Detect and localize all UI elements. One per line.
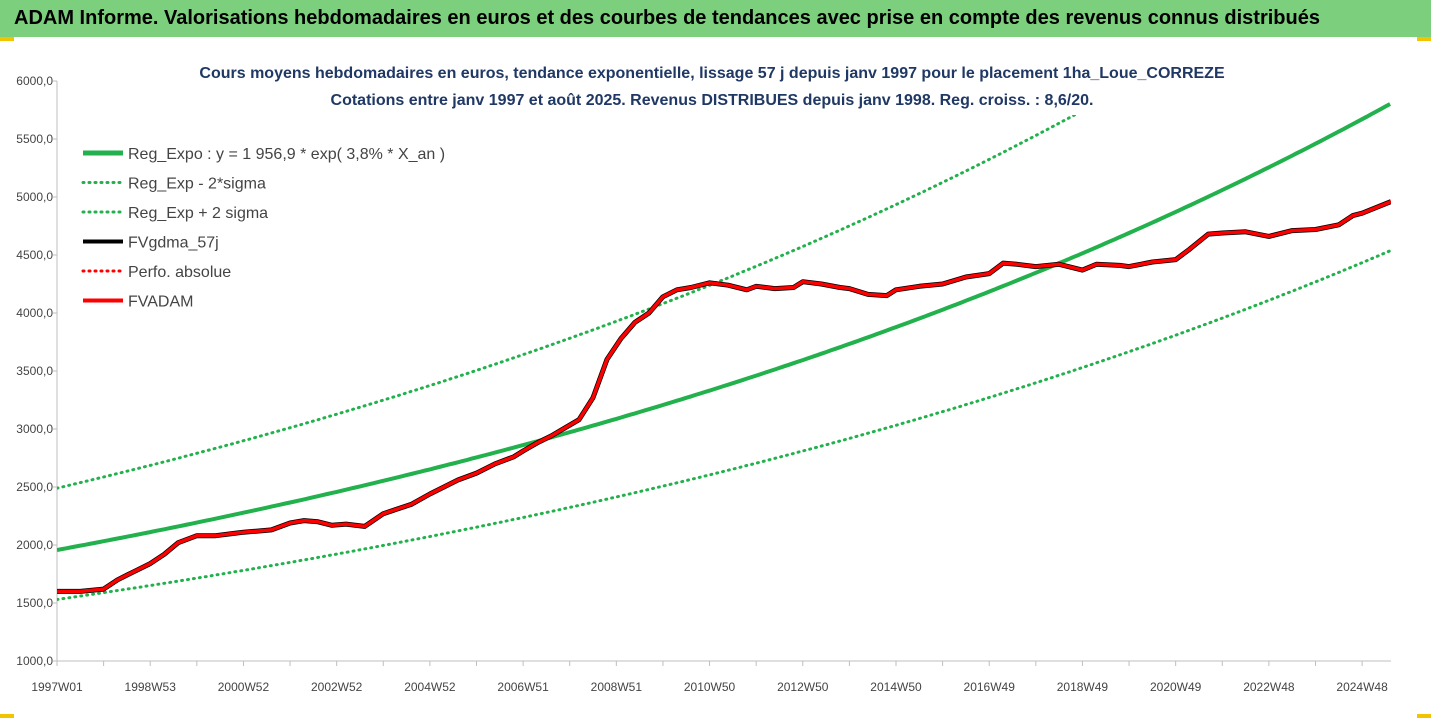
chart-title-line-1: Cours moyens hebdomadaires en euros, ten… <box>199 65 1225 82</box>
x-tick-label: 2024W48 <box>1336 680 1388 694</box>
y-tick-label: 5000,0 <box>16 190 53 204</box>
y-tick-label: 4000,0 <box>16 306 53 320</box>
x-tick-label: 2022W48 <box>1243 680 1295 694</box>
corner-marker-bottom-left <box>0 714 14 718</box>
series-reg-exp-minus-2-sigma <box>57 249 1391 601</box>
series-reg-exp-plus-2-sigma <box>57 79 1143 490</box>
series-layer <box>57 79 1391 601</box>
page-banner-title: ADAM Informe. Valorisations hebdomadaire… <box>0 0 1431 37</box>
x-tick-label: 2010W50 <box>684 680 736 694</box>
series-fvadam <box>57 199 1391 594</box>
x-tick-label: 2008W51 <box>591 680 643 694</box>
y-tick-label: 2000,0 <box>16 538 53 552</box>
x-axis: 1997W01 1998W53 2000W52 2002W52 2004W52 2006W… <box>31 660 1391 694</box>
title-backdrop <box>200 57 1230 115</box>
y-tick-label: 5500,0 <box>16 132 53 146</box>
legend: Reg_Expo : y = 1 956,9 * exp( 3,8% * X_a… <box>81 146 445 311</box>
y-tick-label: 3500,0 <box>16 364 53 378</box>
x-tick-label: 2004W52 <box>404 680 456 694</box>
x-tick-label: 2018W49 <box>1057 680 1109 694</box>
y-tick-label: 2500,0 <box>16 480 53 494</box>
legend-label: FVADAM <box>128 294 193 311</box>
y-tick-label: 6000,0 <box>16 74 53 88</box>
chart-title-line-2: Cotations entre janv 1997 et août 2025. … <box>331 92 1094 109</box>
x-tick-label: 2016W49 <box>964 680 1016 694</box>
x-tick-label: 1998W53 <box>125 680 177 694</box>
chart-area: 1000,0 1500,0 2000,0 2500,0 3000,0 3500,0 4000… <box>16 57 1391 694</box>
x-tick-label: 2000W52 <box>218 680 270 694</box>
series-clip-group <box>57 79 1391 601</box>
x-tick-label: 2020W49 <box>1150 680 1202 694</box>
x-tick-label: 2014W50 <box>870 680 922 694</box>
x-tick-label: 1997W01 <box>31 680 83 694</box>
legend-label: Reg_Expo : y = 1 956,9 * exp( 3,8% * X_a… <box>128 146 445 163</box>
corner-marker-top-left <box>0 37 14 41</box>
legend-label: Reg_Exp - 2*sigma <box>128 176 266 193</box>
y-tick-label: 4500,0 <box>16 248 53 262</box>
legend-label: Perfo. absolue <box>128 264 231 281</box>
chart-title: Cours moyens hebdomadaires en euros, ten… <box>199 57 1230 115</box>
x-tick-label: 2002W52 <box>311 680 363 694</box>
x-tick-label: 2006W51 <box>497 680 549 694</box>
series-fvgdma-57j <box>57 199 1391 594</box>
legend-label: Reg_Exp + 2 sigma <box>128 205 268 222</box>
series-reg-expo <box>57 102 1391 552</box>
y-axis: 1000,0 1500,0 2000,0 2500,0 3000,0 3500,0 4000… <box>16 74 58 668</box>
corner-marker-top-right <box>1417 37 1431 41</box>
y-tick-label: 3000,0 <box>16 422 53 436</box>
y-tick-label: 1000,0 <box>16 654 53 668</box>
corner-marker-bottom-right <box>1417 714 1431 718</box>
legend-label: FVgdma_57j <box>128 235 219 252</box>
x-tick-label: 2012W50 <box>777 680 829 694</box>
y-tick-label: 1500,0 <box>16 596 53 610</box>
